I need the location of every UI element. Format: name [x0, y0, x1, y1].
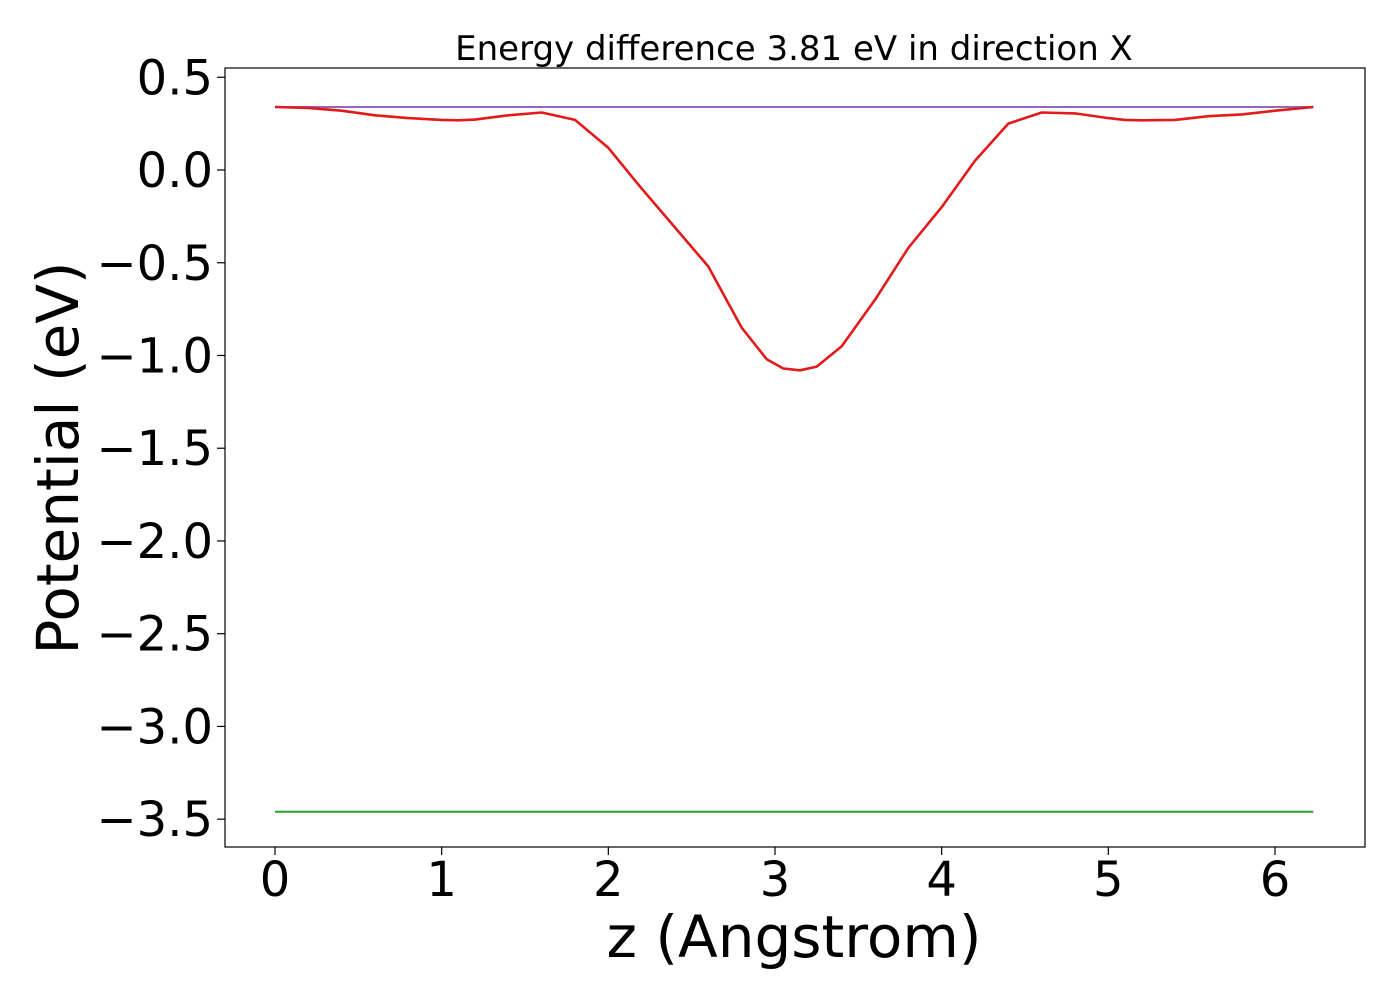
series-line-4	[274, 105, 1314, 372]
y-tick-label: −0.5	[96, 236, 213, 292]
y-tick-label: −3.5	[96, 792, 213, 848]
x-axis: 0 1 2 3 4 5 6	[260, 847, 1291, 908]
y-axis-label: Potential (eV)	[24, 261, 92, 654]
y-axis: 0.5 0.0 −0.5 −1.0 −1.5 −2.0 −2.5 −3.0 −3.5	[96, 50, 225, 848]
x-axis-label: z (Angstrom)	[607, 903, 982, 971]
x-tick-label: 1	[426, 852, 457, 908]
y-tick-label: 0.0	[137, 143, 213, 199]
y-tick-label: −3.0	[96, 699, 213, 755]
series-layer	[274, 105, 1314, 813]
x-tick-label: 0	[260, 852, 291, 908]
y-tick-label: −1.0	[96, 328, 213, 384]
y-tick-label: −2.5	[96, 607, 213, 663]
x-tick-label: 5	[1093, 852, 1124, 908]
y-tick-label: 0.5	[137, 50, 213, 106]
y-tick-label: −1.5	[96, 421, 213, 477]
x-tick-label: 3	[760, 852, 791, 908]
chart-title: Energy difference 3.81 eV in direction X	[455, 29, 1133, 69]
x-tick-label: 2	[593, 852, 624, 908]
y-tick-label: −2.0	[96, 514, 213, 570]
plot-area-frame	[224, 67, 1366, 848]
x-tick-label: 4	[926, 852, 957, 908]
x-tick-label: 6	[1260, 852, 1291, 908]
